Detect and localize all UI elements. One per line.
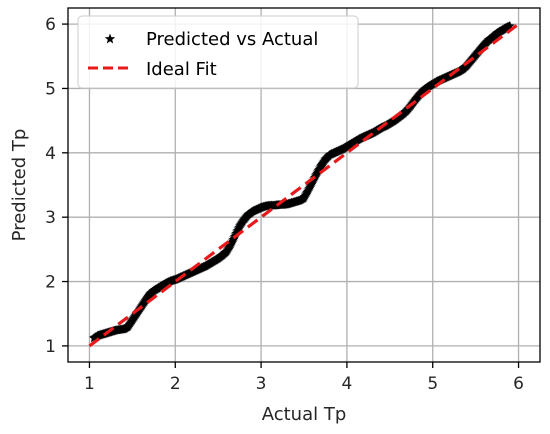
y-tick-labels: 1 2 3 4 5 6: [45, 15, 56, 357]
y-tick-label: 5: [45, 79, 56, 99]
legend-label-predicted: Predicted vs Actual: [146, 29, 318, 50]
x-tick-label: 6: [513, 374, 524, 394]
x-tick-label: 4: [341, 374, 352, 394]
plot-frame: [67, 7, 541, 363]
x-tick-label: 3: [256, 374, 267, 394]
y-tick-label: 6: [45, 15, 56, 35]
y-tick-label: 2: [45, 273, 56, 293]
x-tick-label: 5: [427, 374, 438, 394]
x-tick-labels: 1 2 3 4 5 6: [84, 374, 524, 394]
y-tick-label: 4: [45, 144, 56, 164]
legend-box: [77, 15, 359, 89]
x-tick-label: 2: [170, 374, 181, 394]
ticks: [62, 23, 520, 368]
legend-star-icon: [104, 33, 116, 44]
y-tick-label: 1: [45, 337, 56, 357]
legend-label-ideal: Ideal Fit: [146, 59, 217, 80]
legend: Predicted vs Actual Ideal Fit: [77, 15, 359, 89]
x-axis-label: Actual Tp: [262, 404, 347, 425]
y-axis-label: Predicted Tp: [9, 129, 30, 242]
legend-marker-predicted: [104, 33, 116, 44]
data-point: [505, 21, 515, 31]
x-tick-label: 1: [84, 374, 95, 394]
series-layer: [88, 21, 520, 348]
y-tick-label: 3: [45, 208, 56, 228]
